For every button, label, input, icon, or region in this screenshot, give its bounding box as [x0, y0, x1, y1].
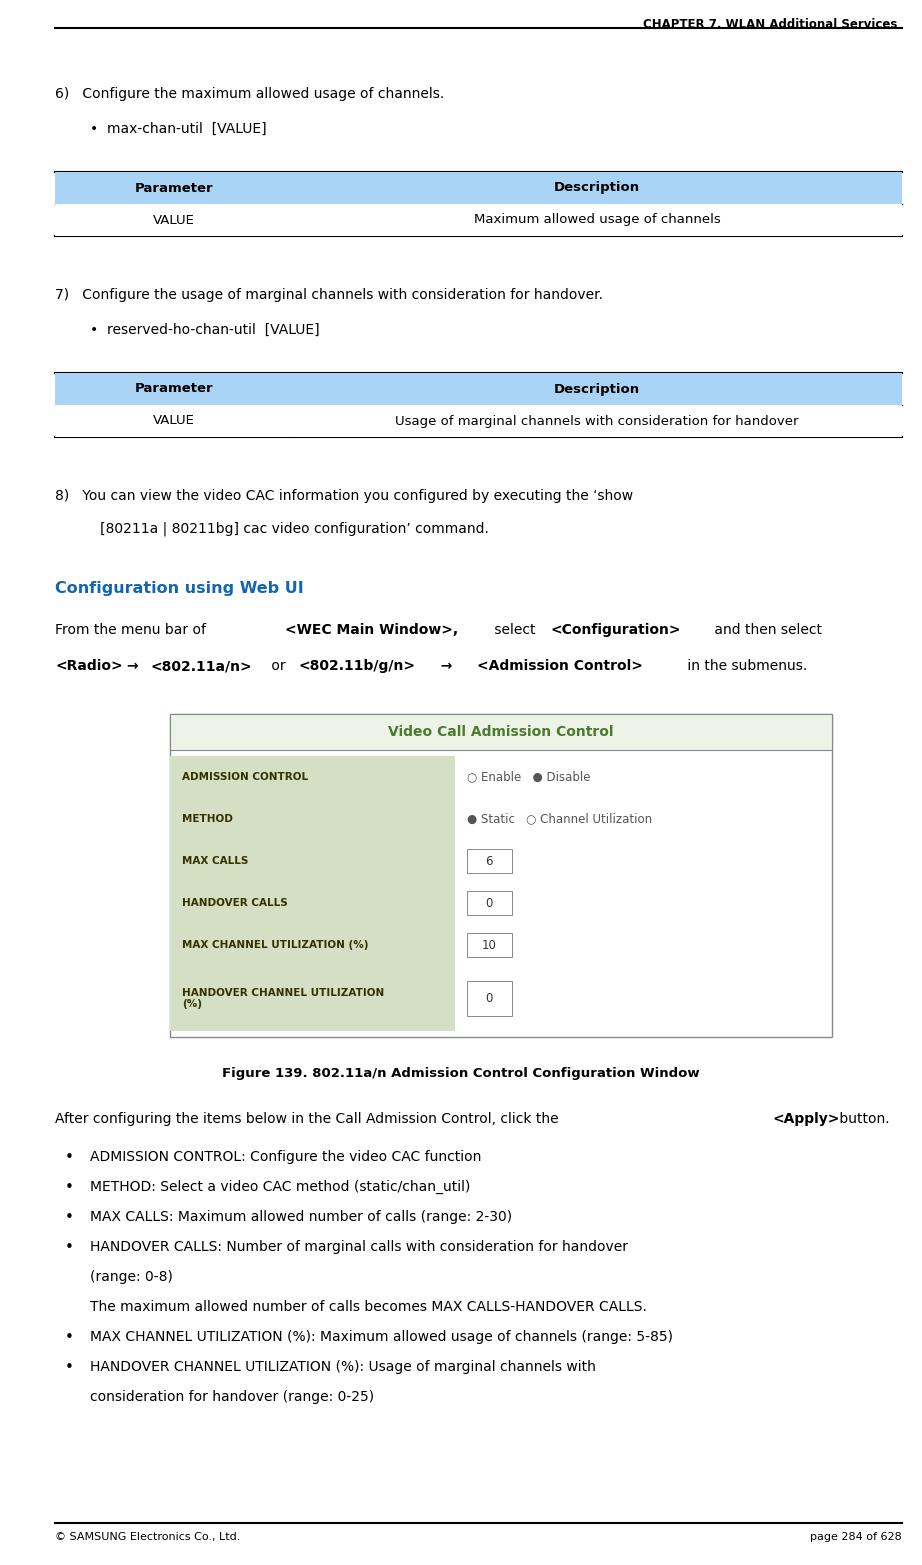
- Text: MAX CALLS: Maximum allowed number of calls (range: 2-30): MAX CALLS: Maximum allowed number of cal…: [90, 1210, 512, 1224]
- Text: © SAMSUNG Electronics Co., Ltd.: © SAMSUNG Electronics Co., Ltd.: [55, 1532, 241, 1542]
- Text: Maximum allowed usage of channels: Maximum allowed usage of channels: [474, 213, 720, 227]
- Text: 10: 10: [481, 939, 497, 952]
- Text: <Radio>: <Radio>: [55, 659, 123, 673]
- Text: (range: 0-8): (range: 0-8): [90, 1271, 172, 1283]
- Text: METHOD: METHOD: [182, 814, 233, 825]
- Text: Description: Description: [554, 382, 640, 396]
- Text: page 284 of 628: page 284 of 628: [810, 1532, 902, 1542]
- Text: Description: Description: [554, 182, 640, 194]
- Text: <Configuration>: <Configuration>: [550, 623, 680, 637]
- Text: select: select: [490, 623, 540, 637]
- Text: •: •: [65, 1180, 74, 1196]
- Text: •: •: [65, 1239, 74, 1255]
- Text: 0: 0: [486, 992, 493, 1005]
- Text: VALUE: VALUE: [153, 213, 195, 227]
- Text: <WEC Main Window>,: <WEC Main Window>,: [285, 623, 458, 637]
- Text: METHOD: Select a video CAC method (static/chan_util): METHOD: Select a video CAC method (stati…: [90, 1180, 470, 1194]
- Text: ● Static   ○ Channel Utilization: ● Static ○ Channel Utilization: [467, 812, 652, 825]
- Text: MAX CHANNEL UTILIZATION (%): MAX CHANNEL UTILIZATION (%): [182, 941, 369, 950]
- Text: From the menu bar of: From the menu bar of: [55, 623, 210, 637]
- Text: consideration for handover (range: 0-25): consideration for handover (range: 0-25): [90, 1390, 374, 1404]
- Text: 8)   You can view the video CAC information you configured by executing the ‘sho: 8) You can view the video CAC informatio…: [55, 488, 633, 502]
- Text: VALUE: VALUE: [153, 415, 195, 427]
- Text: Configuration using Web UI: Configuration using Web UI: [55, 581, 303, 596]
- Text: →: →: [431, 659, 457, 673]
- Text: HANDOVER CALLS: HANDOVER CALLS: [182, 898, 288, 908]
- Text: ○ Enable   ● Disable: ○ Enable ● Disable: [467, 770, 590, 784]
- Text: MAX CHANNEL UTILIZATION (%): Maximum allowed usage of channels (range: 5-85): MAX CHANNEL UTILIZATION (%): Maximum all…: [90, 1330, 673, 1344]
- Text: <802.11a/n>: <802.11a/n>: [150, 659, 252, 673]
- Text: •  reserved-ho-chan-util  [VALUE]: • reserved-ho-chan-util [VALUE]: [90, 322, 320, 336]
- Text: 7)   Configure the usage of marginal channels with consideration for handover.: 7) Configure the usage of marginal chann…: [55, 288, 603, 302]
- Text: <802.11b/g/n>: <802.11b/g/n>: [298, 659, 415, 673]
- Text: <Admission Control>: <Admission Control>: [477, 659, 643, 673]
- Text: HANDOVER CHANNEL UTILIZATION (%): Usage of marginal channels with: HANDOVER CHANNEL UTILIZATION (%): Usage …: [90, 1360, 596, 1374]
- Text: Usage of marginal channels with consideration for handover: Usage of marginal channels with consider…: [396, 415, 798, 427]
- Text: •: •: [65, 1150, 74, 1164]
- Text: 0: 0: [486, 897, 493, 909]
- Text: CHAPTER 7. WLAN Additional Services: CHAPTER 7. WLAN Additional Services: [643, 19, 897, 31]
- Text: HANDOVER CALLS: Number of marginal calls with consideration for handover: HANDOVER CALLS: Number of marginal calls…: [90, 1239, 628, 1254]
- Text: •  max-chan-util  [VALUE]: • max-chan-util [VALUE]: [90, 122, 266, 136]
- Text: 6: 6: [485, 854, 493, 867]
- Text: ADMISSION CONTROL: ADMISSION CONTROL: [182, 772, 308, 782]
- Text: or: or: [267, 659, 290, 673]
- Text: →: →: [127, 659, 144, 673]
- Text: Figure 139. 802.11a/n Admission Control Configuration Window: Figure 139. 802.11a/n Admission Control …: [222, 1067, 700, 1080]
- Text: •: •: [65, 1330, 74, 1344]
- Text: and then select: and then select: [710, 623, 822, 637]
- Text: The maximum allowed number of calls becomes MAX CALLS-HANDOVER CALLS.: The maximum allowed number of calls beco…: [90, 1301, 647, 1315]
- Text: •: •: [65, 1210, 74, 1225]
- Text: button.: button.: [835, 1113, 890, 1125]
- Text: Parameter: Parameter: [135, 382, 213, 396]
- Text: HANDOVER CHANNEL UTILIZATION
(%): HANDOVER CHANNEL UTILIZATION (%): [182, 988, 384, 1009]
- Text: [80211a | 80211bg] cac video configuration’ command.: [80211a | 80211bg] cac video configurati…: [100, 521, 489, 535]
- Text: Video Call Admission Control: Video Call Admission Control: [388, 725, 614, 739]
- Text: ADMISSION CONTROL: Configure the video CAC function: ADMISSION CONTROL: Configure the video C…: [90, 1150, 481, 1164]
- Text: After configuring the items below in the Call Admission Control, click the: After configuring the items below in the…: [55, 1113, 563, 1125]
- Text: •: •: [65, 1360, 74, 1376]
- Text: MAX CALLS: MAX CALLS: [182, 856, 248, 865]
- Text: 6)   Configure the maximum allowed usage of channels.: 6) Configure the maximum allowed usage o…: [55, 88, 444, 102]
- Text: Parameter: Parameter: [135, 182, 213, 194]
- Text: in the submenus.: in the submenus.: [683, 659, 808, 673]
- Text: <Apply>: <Apply>: [773, 1113, 840, 1125]
